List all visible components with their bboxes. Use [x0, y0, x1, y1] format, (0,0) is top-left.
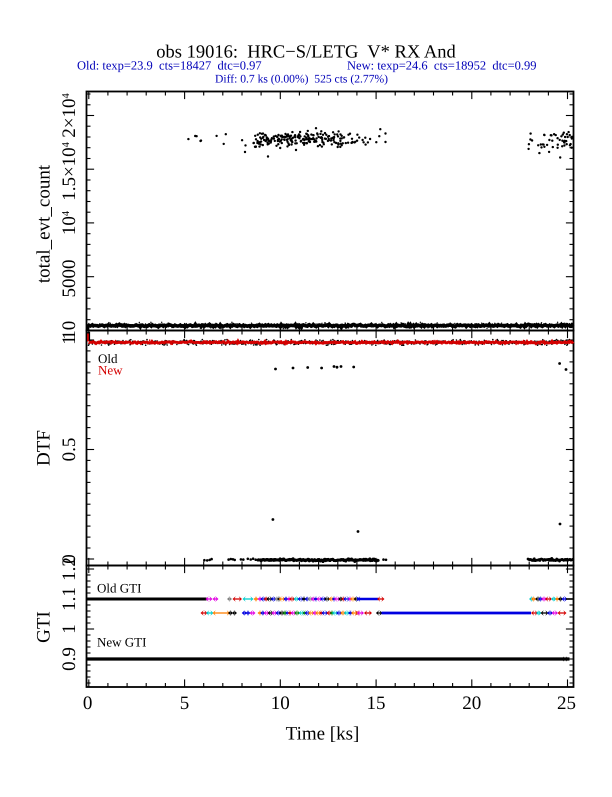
svg-text:GTI: GTI	[34, 611, 55, 643]
svg-text:1: 1	[59, 624, 80, 634]
svg-text:15: 15	[367, 693, 386, 714]
svg-text:New GTI: New GTI	[97, 635, 146, 650]
svg-text:0.9: 0.9	[59, 647, 80, 671]
svg-text:New: New	[98, 363, 123, 378]
svg-text:10: 10	[271, 693, 290, 714]
svg-text:Old GTI: Old GTI	[97, 581, 141, 596]
svg-text:1.2: 1.2	[59, 557, 80, 581]
svg-text:0: 0	[83, 693, 93, 714]
svg-text:1.1: 1.1	[59, 587, 80, 611]
svg-text:5000: 5000	[59, 259, 80, 297]
svg-text:0.5: 0.5	[59, 438, 80, 462]
svg-text:104: 104	[59, 210, 80, 235]
svg-text:0: 0	[59, 554, 80, 564]
svg-text:2×104: 2×104	[59, 93, 80, 138]
svg-text:1.5×104: 1.5×104	[59, 141, 80, 200]
svg-text:20: 20	[462, 693, 481, 714]
svg-text:Diff: 0.7 ks (0.00%) 525 cts: Diff: 0.7 ks (0.00%) 525 cts (2.77%)	[215, 73, 388, 86]
svg-text:total_evt_count: total_evt_count	[34, 164, 55, 283]
svg-text:DTF: DTF	[34, 430, 55, 466]
svg-text:New: texp=24.6 cts=18952 dtc: New: texp=24.6 cts=18952 dtc=0.99	[347, 58, 537, 72]
svg-text:obs 19016: HRC−S/LETG V* RX: obs 19016: HRC−S/LETG V* RX And	[156, 43, 456, 63]
svg-text:10: 10	[59, 321, 80, 340]
svg-text:Old: Old	[98, 351, 118, 366]
svg-text:1: 1	[59, 335, 80, 345]
svg-text:25: 25	[557, 693, 576, 714]
svg-text:Old: texp=23.9 cts=18427 dtc: Old: texp=23.9 cts=18427 dtc=0.97	[77, 58, 262, 72]
svg-text:Time [ks]: Time [ks]	[286, 723, 360, 744]
svg-text:5: 5	[180, 693, 190, 714]
